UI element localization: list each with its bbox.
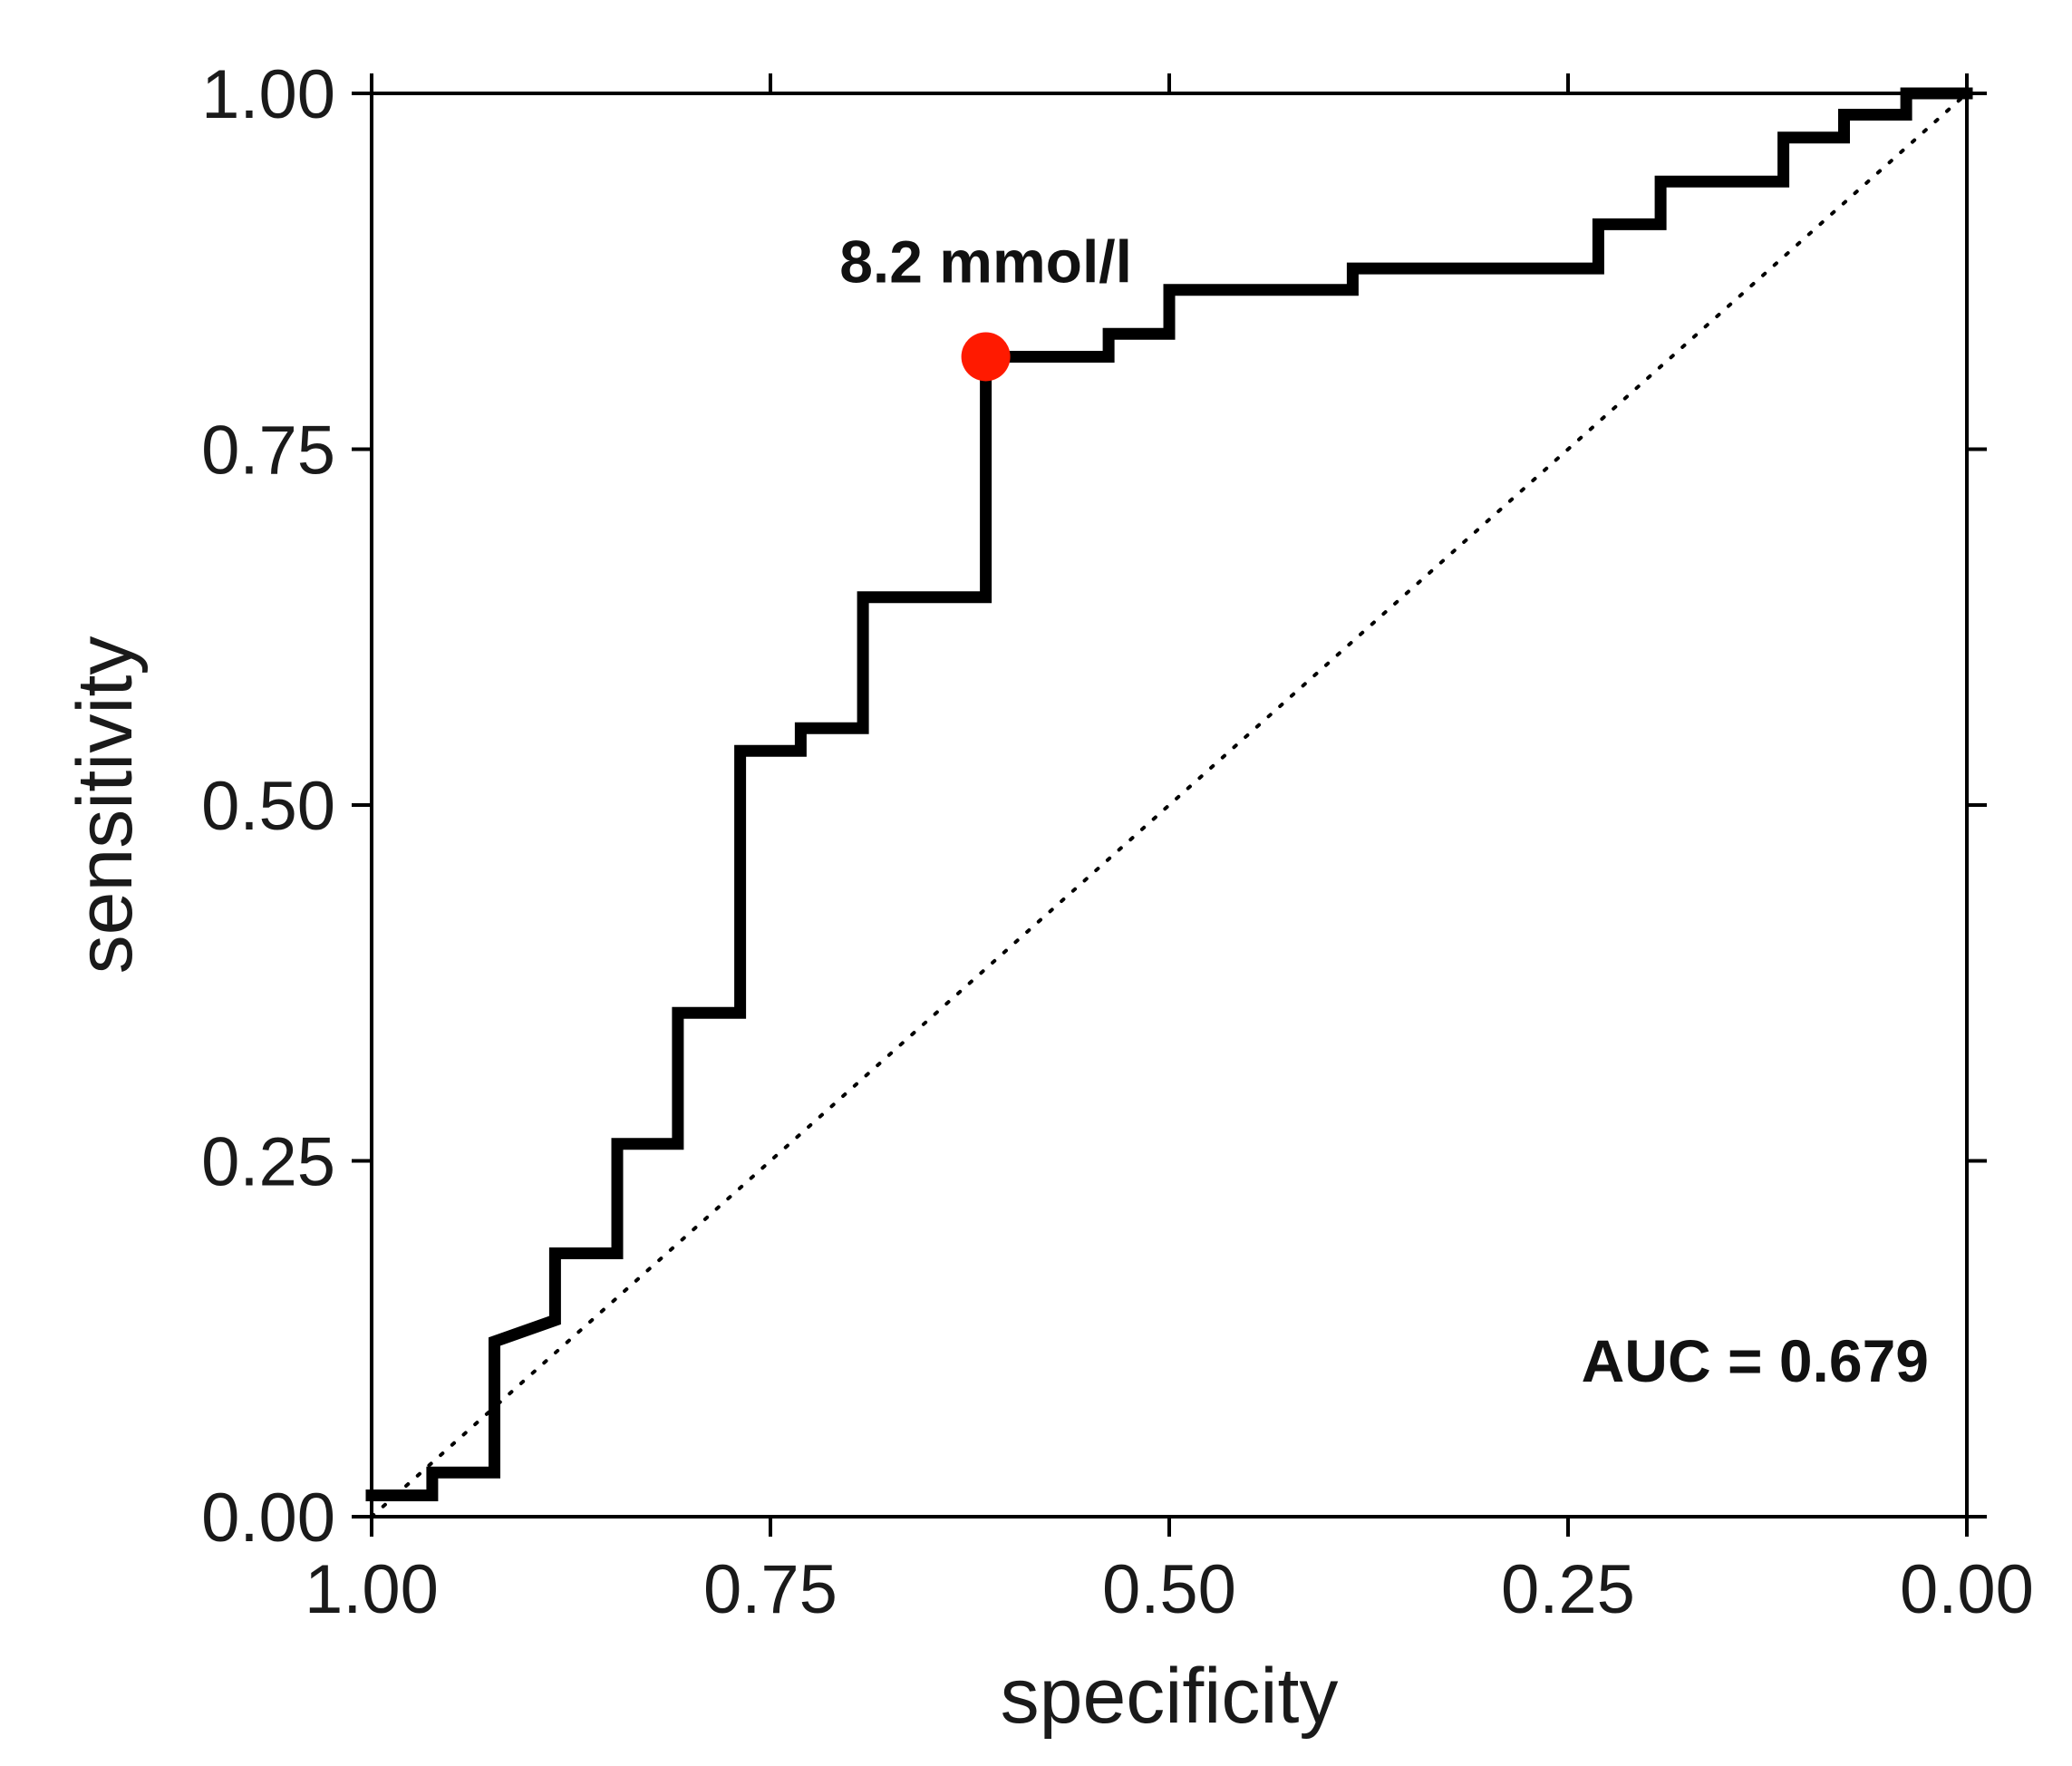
y-tick-label: 1.00 [201,56,335,133]
x-tick-label: 0.75 [703,1551,838,1628]
x-tick-label: 0.25 [1501,1551,1635,1628]
chance-line-layer [370,92,1969,1519]
y-tick-label: 0.25 [201,1124,335,1201]
x-axis-title: specificity [1001,1653,1339,1740]
chance-line [370,92,1969,1519]
x-tick-label: 0.00 [1900,1551,2034,1628]
highlight-point-layer [961,332,1011,382]
x-tick-label: 0.50 [1102,1551,1236,1628]
tick-labels: 1.00 0.75 0.50 0.25 0.00 0.00 0.25 0.50 0.75 1.00 [201,56,2034,1628]
plot-frame [370,92,1969,1519]
y-tick-label: 0.00 [201,1480,335,1557]
cutoff-label: 8.2 mmol/l [839,228,1132,295]
roc-curve-line [365,87,1973,1501]
y-axis-title: sensitivity [62,636,149,975]
roc-curve-layer [365,87,1973,1501]
auc-annotation: AUC = 0.679 [1582,1327,1929,1394]
axis-ticks [352,73,1987,1537]
x-tick-label: 1.00 [305,1551,439,1628]
cutoff-point [961,332,1011,382]
y-tick-label: 0.75 [201,412,335,490]
y-tick-label: 0.50 [201,768,335,845]
